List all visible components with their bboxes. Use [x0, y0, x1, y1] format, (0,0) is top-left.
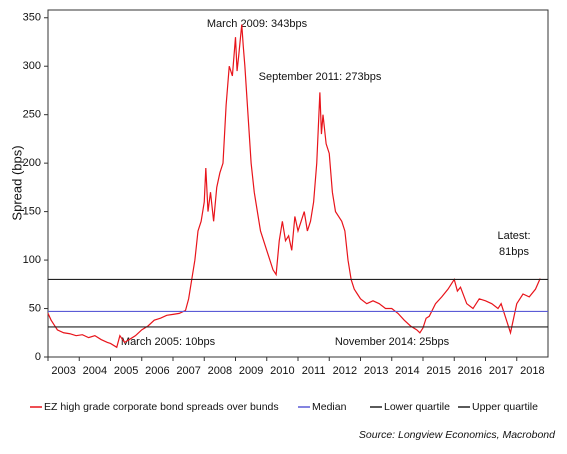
x-tick-label: 2008 [208, 365, 232, 377]
x-tick-label: 2010 [270, 365, 294, 377]
x-tick-label: 2011 [302, 365, 326, 377]
legend-label: Upper quartile [472, 401, 538, 413]
x-tick-label: 2015 [426, 365, 450, 377]
annotation: March 2009: 343bps [207, 18, 308, 30]
legend-label: EZ high grade corporate bond spreads ove… [44, 401, 279, 413]
annotation: March 2005: 10bps [121, 336, 216, 348]
annotation: Latest: [497, 230, 530, 242]
x-tick-label: 2016 [458, 365, 482, 377]
legend-label: Lower quartile [384, 401, 450, 413]
x-tick-label: 2004 [83, 365, 107, 377]
x-tick-label: 2009 [239, 365, 263, 377]
x-tick-label: 2013 [364, 365, 388, 377]
y-tick-label: 200 [23, 157, 41, 169]
y-tick-label: 100 [23, 254, 41, 266]
y-tick-label: 300 [23, 60, 41, 72]
y-tick-label: 0 [35, 351, 41, 363]
x-tick-label: 2014 [395, 365, 419, 377]
plot-frame [47, 9, 549, 358]
annotation: November 2014: 25bps [335, 336, 450, 348]
annotation: 81bps [499, 246, 529, 258]
source: Source: Longview Economics, Macrobond [359, 429, 556, 441]
annotation: September 2011: 273bps [259, 71, 382, 83]
y-tick-label: 150 [23, 206, 41, 218]
x-tick-label: 2006 [145, 365, 169, 377]
x-tick-label: 2018 [520, 365, 544, 377]
y-axis-label: Spread (bps) [9, 145, 24, 220]
x-tick-label: 2012 [333, 365, 357, 377]
x-tick-label: 2005 [114, 365, 138, 377]
legend-label: Median [312, 401, 347, 413]
y-tick-label: 250 [23, 109, 41, 121]
y-tick-label: 350 [23, 12, 41, 24]
y-tick-label: 50 [29, 302, 41, 314]
x-tick-label: 2017 [489, 365, 513, 377]
x-tick-label: 2007 [176, 365, 200, 377]
x-tick-label: 2003 [51, 365, 75, 377]
data-line [47, 24, 541, 349]
